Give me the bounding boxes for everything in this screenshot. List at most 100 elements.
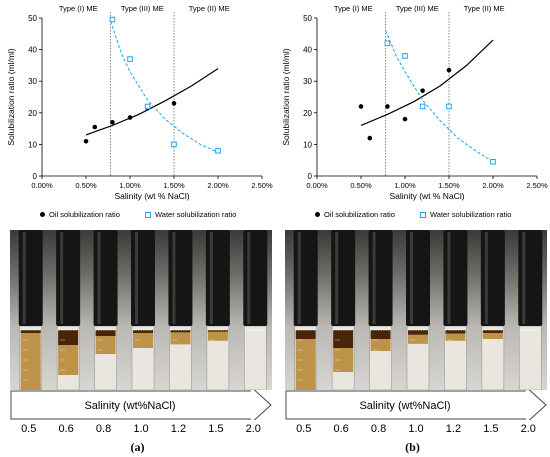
phase-label-b-1: Type (III) ME [396,4,439,13]
oil-trend-line-b [360,39,494,126]
tube-oil-layer-a-5 [207,331,228,341]
x-tick-label-b-1: 0.50% [350,181,372,190]
x-tick-label-a-5: 2.50% [251,181,273,190]
water-point-b-4 [490,158,496,165]
salinity-arrow-shape-b [285,384,547,426]
salinity-arrow-label-b: Salinity (wt%NaCl) [359,400,450,412]
tube-dark-layer-b-4 [445,330,466,334]
tube-cap-highlight-b-5 [484,232,488,324]
phase-label-b-0: Type (I) ME [334,4,373,13]
salinity-value-a-0: 0.5 [21,423,37,435]
tube-dark-layer-b-2 [370,330,391,339]
phase-label-a-2: Type (II) ME [189,4,230,13]
salinity-value-b-3: 1.0 [408,423,424,435]
tube-oil-layer-b-5 [482,333,503,339]
tube-cap-highlight-a-3 [135,232,138,324]
tube-photo-a [10,230,272,390]
tube-cap-a-6 [243,230,268,326]
x-tick-label-b-5: 2.50% [526,181,548,190]
y-tick-label-a-0: 0 [33,172,38,181]
legend-oil-a: Oil solubilization ratio [40,210,120,219]
y-tick-label-a-2: 20 [28,109,37,118]
tube-cap-highlight-a-0 [22,232,26,324]
tube-cap-highlight-b-3 [410,232,413,324]
chart-b: 0 10 20 30 40 50 0.00% 0.50% 1.00% 1.50% 2.00% 2.50… [281,4,548,201]
tube-cap-highlight-a-2 [97,232,101,324]
x-tick-label-b-0: 0.00% [306,181,328,190]
tube-dark-layer-a-3 [133,330,153,333]
chart-a: 0 10 20 30 40 50 0.00% 0.50% 1.00% 1.50% 2.00% 2.50… [6,4,273,201]
legend-oil-label-b: Oil solubilization ratio [324,210,395,219]
legend-a: Oil solubilization ratio Water solubiliz… [40,210,275,224]
tube-photo-b [285,230,547,390]
tube-cap-a-4 [168,230,193,326]
x-axis-label-b: Salinity (wt % NaCl) [389,191,464,201]
tube-oil-layer-a-1 [58,345,79,375]
phase-label-a-0: Type (I) ME [59,4,98,13]
water-point-b-1 [402,53,408,59]
y-tick-label-a-3: 30 [28,77,37,86]
legend-oil-label-a: Oil solubilization ratio [49,210,120,219]
water-trend-line-a [110,21,219,153]
tube-dark-layer-a-0 [20,330,41,333]
y-tick-label-a-4: 40 [28,46,37,55]
tube-cap-highlight-b-1 [335,232,339,324]
y-tick-label-b-1: 10 [303,140,312,149]
salinity-value-a-4: 1.2 [170,423,187,435]
tube-cap-b-5 [480,230,505,326]
salinity-value-b-1: 0.6 [333,423,349,435]
salinity-arrow-shape-a [10,384,272,426]
tube-dark-layer-a-1 [58,330,79,345]
oil-point-a-5 [171,101,177,106]
legend-water-b: Water solubilization ratio [420,210,511,219]
oil-point-b-1 [367,135,373,141]
tube-cap-b-1 [331,230,356,326]
x-tick-label-b-3: 1.50% [438,181,460,190]
caption-a: (a) [130,440,145,454]
oil-point-a-3 [127,115,133,120]
legend-oil-marker-b [315,212,320,217]
tube-dark-layer-a-5 [207,330,228,332]
y-tick-label-b-5: 50 [303,14,312,23]
phase-label-b-2: Type (II) ME [464,4,505,13]
tube-oil-layer-b-2 [370,339,391,351]
salinity-value-b-6: 2.0 [520,423,536,435]
salinity-arrow-band-b: Salinity (wt%NaCl) [285,384,547,426]
tube-cap-highlight-a-4 [172,232,176,324]
tube-cap-highlight-b-6 [522,232,526,324]
x-axis-label-a: Salinity (wt % NaCl) [114,191,189,201]
oil-point-b-3 [402,116,408,122]
salinity-value-b-4: 1.2 [445,423,462,435]
tube-glass-b-6 [518,325,542,390]
tube-dark-layer-b-3 [408,330,428,335]
tube-cap-a-5 [205,230,230,326]
tube-oil-layer-b-3 [408,334,428,344]
panel-b: 0 10 20 30 40 50 0.00% 0.50% 1.00% 1.50% 2.00% 2.50… [275,0,550,457]
tubes-b [293,230,543,390]
water-point-a-2 [144,103,151,110]
legend-oil-b: Oil solubilization ratio [315,210,395,219]
salinity-value-a-6: 2.0 [245,423,261,435]
x-tick-label-a-2: 1.00% [119,181,141,190]
x-tick-label-a-1: 0.50% [75,181,97,190]
legend-water-marker-b [420,211,426,218]
y-axis-label-b: Solubilization ratio (ml/ml) [281,48,291,145]
salinity-value-b-0: 0.5 [296,423,312,435]
legend-water-label-b: Water solubilization ratio [430,210,512,219]
oil-point-b-0 [358,104,364,109]
tube-oil-layer-a-4 [170,332,191,345]
tube-dark-layer-b-0 [295,330,316,339]
phase-label-a-1: Type (III) ME [121,4,164,13]
y-axis-label-a: Solubilization ratio (ml/ml) [6,48,16,145]
tube-oil-layer-a-2 [95,336,116,354]
x-tick-label-b-2: 1.00% [394,181,416,190]
salinity-value-a-3: 1.0 [133,423,149,435]
oil-point-a-1 [92,124,98,130]
water-point-b-0 [384,40,391,47]
salinity-arrow-b: Salinity (wt%NaCl) [285,384,547,426]
salinity-value-b-2: 0.8 [370,423,387,435]
tube-cap-b-3 [406,230,430,326]
oil-point-b-4 [420,88,425,93]
water-point-a-4 [215,147,221,154]
legend-b: Oil solubilization ratio Water solubiliz… [315,210,550,224]
